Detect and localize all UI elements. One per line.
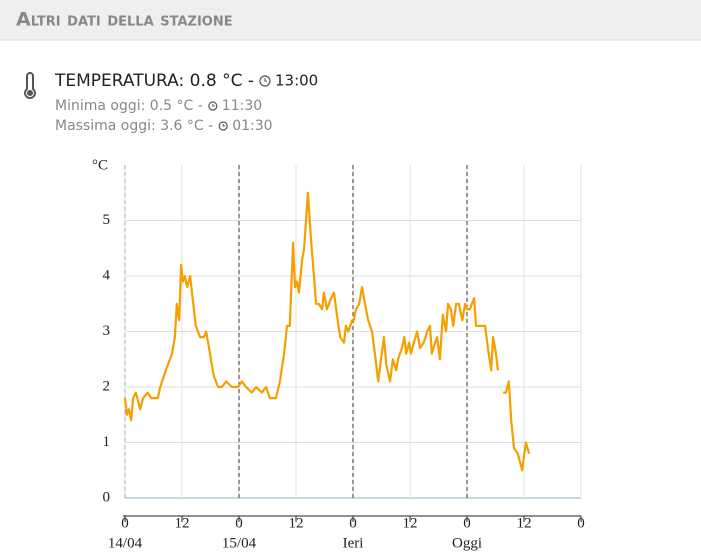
header-bar [0,0,701,40]
clock-icon [208,101,218,111]
clock-icon [259,75,271,87]
x-tick-label: 0 [577,515,585,531]
y-tick-label: 0 [103,489,111,505]
y-tick-label: 5 [103,212,111,228]
y-axis-label: °C [92,157,108,173]
header-title: Altri dati della stazione [16,9,233,31]
day-label: 15/04 [222,535,257,551]
x-tick-label: 0 [121,515,129,531]
x-tick-label: 12 [403,515,418,531]
y-tick-label: 1 [103,434,111,450]
maximum-temperature: Massima oggi: 3.6 °C - [55,118,213,134]
time: 13:00 [275,72,318,90]
x-tick-label: 12 [289,515,304,531]
clock-hands [222,124,226,127]
clock-hands [212,104,215,107]
time: 01:30 [232,118,272,134]
day-label: Ieri [343,535,364,551]
clock-hands [264,78,267,82]
day-label: 14/04 [108,535,143,551]
time: 11:30 [222,98,262,114]
x-tick-label: 0 [235,515,243,531]
minimum-temperature: Minima oggi: 0.5 °C - [55,98,203,114]
clock-icon [218,121,228,131]
x-tick-label: 0 [349,515,357,531]
y-tick-label: 2 [103,378,111,394]
x-tick-label: 12 [517,515,532,531]
y-tick-label: 4 [103,267,111,283]
temperature-line [123,191,531,472]
x-tick-label: 12 [175,515,190,531]
current-temperature: TEMPERATURA: 0.8 °C - [54,71,254,91]
x-tick-label: 0 [463,515,471,531]
y-tick-label: 3 [103,323,111,339]
day-label: Oggi [452,535,482,551]
thermometer-icon [24,72,36,99]
